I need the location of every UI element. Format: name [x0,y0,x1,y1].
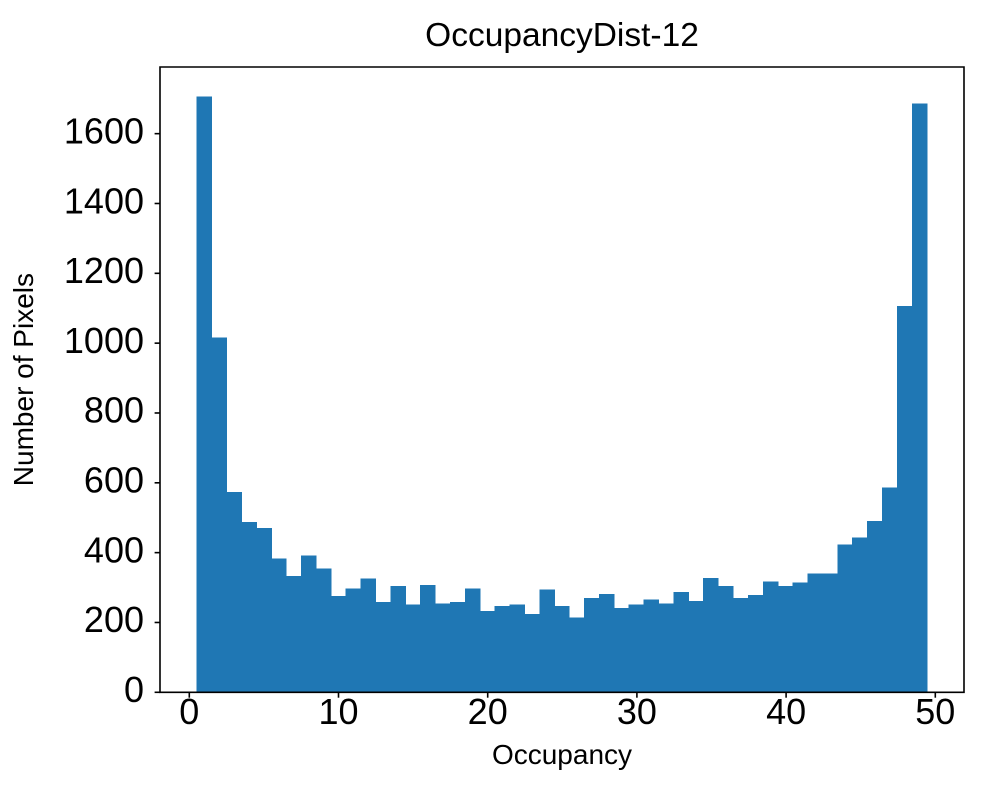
svg-text:1200: 1200 [64,250,144,291]
svg-text:50: 50 [915,691,955,732]
svg-text:10: 10 [318,691,358,732]
svg-text:800: 800 [84,390,144,431]
svg-text:20: 20 [468,691,508,732]
svg-text:Number of Pixels: Number of Pixels [8,273,39,486]
svg-text:1600: 1600 [64,110,144,151]
svg-text:0: 0 [124,669,144,710]
svg-text:40: 40 [766,691,806,732]
svg-text:Occupancy: Occupancy [492,739,632,770]
svg-text:1000: 1000 [64,320,144,361]
svg-text:600: 600 [84,460,144,501]
svg-text:0: 0 [179,691,199,732]
svg-text:OccupancyDist-12: OccupancyDist-12 [425,17,699,54]
svg-text:400: 400 [84,529,144,570]
svg-text:200: 200 [84,599,144,640]
svg-text:1400: 1400 [64,180,144,221]
svg-text:30: 30 [617,691,657,732]
